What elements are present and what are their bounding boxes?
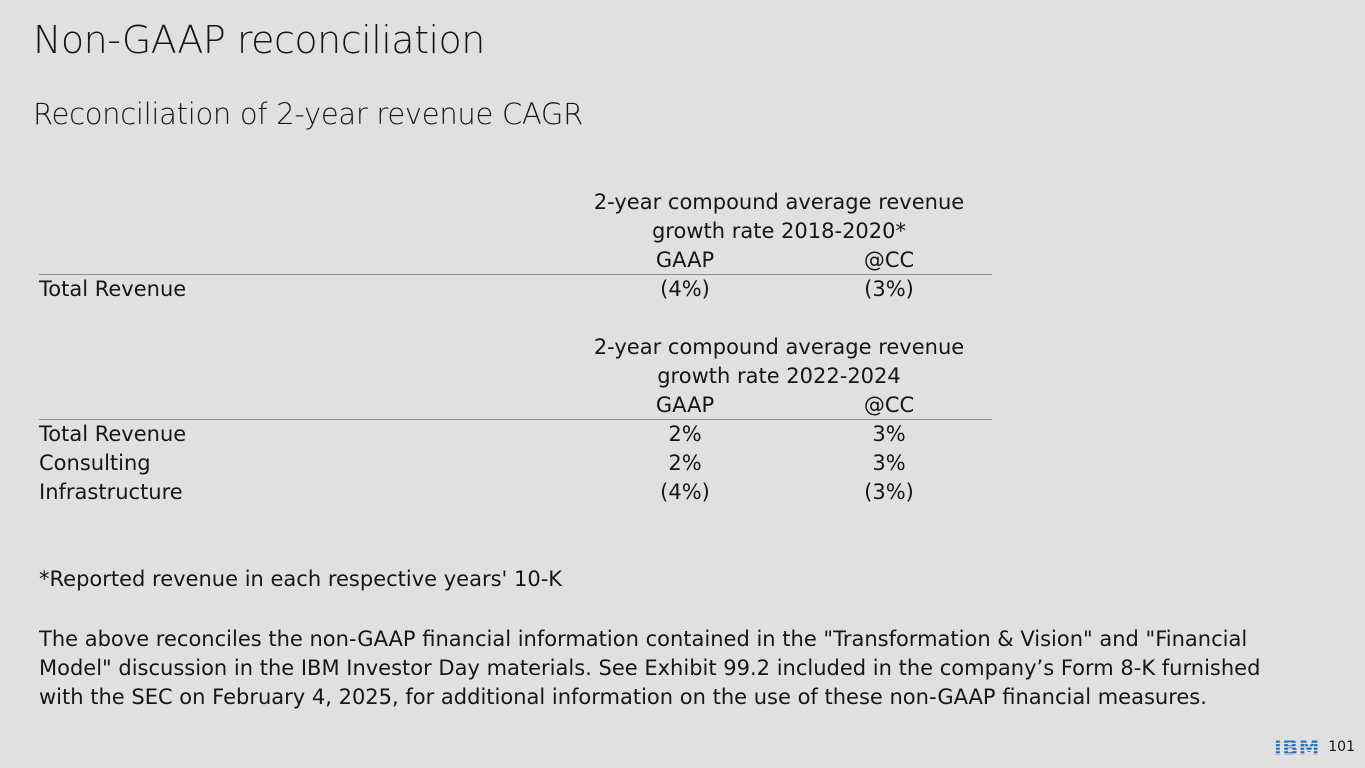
cc-value: (3%) (864, 277, 914, 301)
column-header-gaap: GAAP (655, 393, 715, 417)
table-row: Consulting 2% 3% (39, 449, 992, 478)
row-label: Total Revenue (39, 422, 187, 446)
table-header-line2: growth rate 2018-2020* (651, 219, 907, 243)
cc-value: (3%) (864, 480, 914, 504)
cc-value: 3% (872, 451, 906, 475)
table-row: Infrastructure (4%) (3%) (39, 478, 992, 507)
cc-value: 3% (872, 422, 906, 446)
gaap-value: (4%) (660, 277, 710, 301)
header-divider (39, 419, 992, 420)
header-divider (39, 274, 992, 275)
column-header-gaap: GAAP (655, 248, 715, 272)
disclaimer-text: The above reconciles the non-GAAP financ… (39, 627, 1261, 709)
footnote: *Reported revenue in each respective yea… (39, 567, 563, 591)
page-number: 101 (1328, 739, 1355, 755)
cagr-table-2018-2020: 2-year compound average revenue growth r… (39, 188, 992, 308)
table-header-line2: growth rate 2022-2024 (657, 364, 901, 388)
column-header-cc: @CC (863, 248, 915, 272)
row-label: Consulting (39, 451, 151, 475)
column-header-cc: @CC (863, 393, 915, 417)
cagr-table-2022-2024: 2-year compound average revenue growth r… (39, 333, 992, 513)
page-subtitle: Reconciliation of 2-year revenue CAGR (33, 97, 583, 131)
table-row: Total Revenue 2% 3% (39, 420, 992, 449)
gaap-value: 2% (668, 451, 702, 475)
table-row: Total Revenue (4%) (3%) (39, 275, 992, 304)
ibm-logo-text: IBM (1274, 737, 1320, 757)
gaap-value: 2% (668, 422, 702, 446)
page-title: Non-GAAP reconciliation (33, 18, 485, 62)
row-label: Total Revenue (39, 277, 187, 301)
table-header-line1: 2-year compound average revenue (593, 190, 965, 214)
table-header-line1: 2-year compound average revenue (593, 335, 965, 359)
row-label: Infrastructure (39, 480, 183, 504)
gaap-value: (4%) (660, 480, 710, 504)
ibm-logo-icon: IBM (1274, 737, 1320, 757)
